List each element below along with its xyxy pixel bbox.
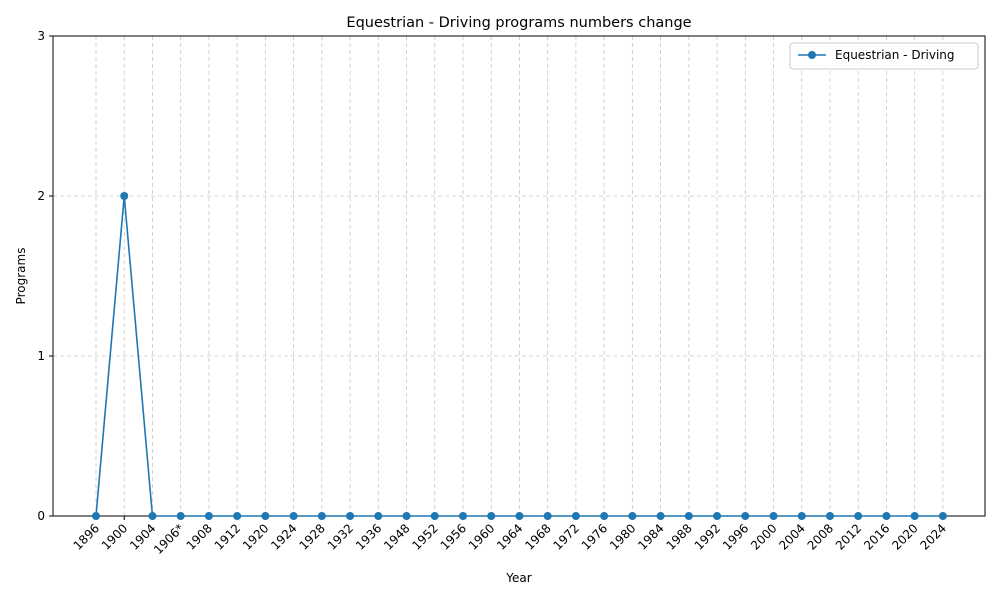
data-point (854, 512, 863, 520)
x-tick-label: 1908 (184, 521, 215, 552)
data-point (882, 512, 891, 520)
x-tick-label: 1976 (579, 521, 610, 552)
legend: Equestrian - Driving (789, 42, 979, 70)
legend-entry-label: Equestrian - Driving (835, 48, 955, 62)
x-tick-label: 2020 (889, 521, 920, 552)
data-point (487, 512, 496, 520)
series-group (92, 192, 947, 520)
x-tick-label: 2000 (748, 521, 779, 552)
data-point (656, 512, 665, 520)
x-tick-label: 1992 (692, 521, 723, 552)
data-point (515, 512, 524, 520)
x-tick-label: 1924 (268, 521, 299, 552)
legend-box (789, 42, 979, 70)
data-point (910, 512, 919, 520)
y-tick-label: 2 (37, 189, 45, 203)
data-point (92, 512, 100, 520)
x-tick-label: 2016 (861, 521, 892, 552)
x-tick-label: 1980 (607, 521, 638, 552)
data-point (176, 512, 185, 520)
x-axis: 1896190019041906*19081912192019241928193… (71, 516, 949, 557)
x-tick-label: 2004 (776, 521, 807, 552)
data-point (797, 512, 806, 520)
data-point (204, 512, 213, 520)
data-point (938, 512, 947, 520)
data-point (289, 512, 298, 520)
x-tick-label: 1912 (212, 521, 243, 552)
chart-title: Equestrian - Driving programs numbers ch… (346, 15, 691, 31)
plot-area (52, 35, 986, 517)
x-tick-label: 1968 (522, 521, 553, 552)
data-point (458, 512, 467, 520)
x-tick-label: 1932 (325, 521, 356, 552)
y-tick-label: 0 (37, 509, 45, 523)
grid (53, 36, 985, 516)
x-tick-label: 1988 (663, 521, 694, 552)
x-tick-label: 1900 (99, 521, 130, 552)
data-point (120, 192, 129, 200)
y-tick-label: 1 (37, 349, 45, 363)
data-point (713, 512, 722, 520)
data-point (769, 512, 778, 520)
data-point (374, 512, 383, 520)
data-point (825, 512, 834, 520)
data-point (346, 512, 355, 520)
x-tick-label: 1956 (438, 521, 469, 552)
legend-point-marker (808, 51, 816, 59)
x-tick-label: 1920 (240, 521, 271, 552)
data-point (600, 512, 609, 520)
x-tick-label: 1906* (151, 521, 187, 557)
data-point (741, 512, 750, 520)
x-tick-label: 1996 (720, 521, 751, 552)
data-point (684, 512, 693, 520)
x-tick-label: 1936 (353, 521, 384, 552)
y-axis: 0 1 2 3 (37, 29, 53, 523)
x-tick-label: 1984 (635, 521, 666, 552)
data-point (317, 512, 326, 520)
x-tick-label: 1964 (494, 521, 525, 552)
x-tick-label: 1960 (466, 521, 497, 552)
x-tick-label: 1896 (71, 521, 102, 552)
x-tick-label: 1952 (409, 521, 440, 552)
x-axis-label: Year (505, 571, 531, 585)
data-point (402, 512, 411, 520)
data-point (233, 512, 242, 520)
x-tick-label: 2012 (833, 521, 864, 552)
x-tick-label: 1928 (296, 521, 327, 552)
data-point (628, 512, 637, 520)
x-tick-label: 1972 (551, 521, 582, 552)
x-tick-label: 1948 (381, 521, 412, 552)
x-tick-label: 2024 (918, 521, 949, 552)
y-tick-label: 3 (37, 29, 45, 43)
data-point (261, 512, 270, 520)
data-point (430, 512, 439, 520)
data-point (543, 512, 552, 520)
x-tick-label: 2008 (805, 521, 836, 552)
data-point (571, 512, 580, 520)
data-point (148, 512, 157, 520)
y-axis-label: Programs (14, 248, 28, 305)
